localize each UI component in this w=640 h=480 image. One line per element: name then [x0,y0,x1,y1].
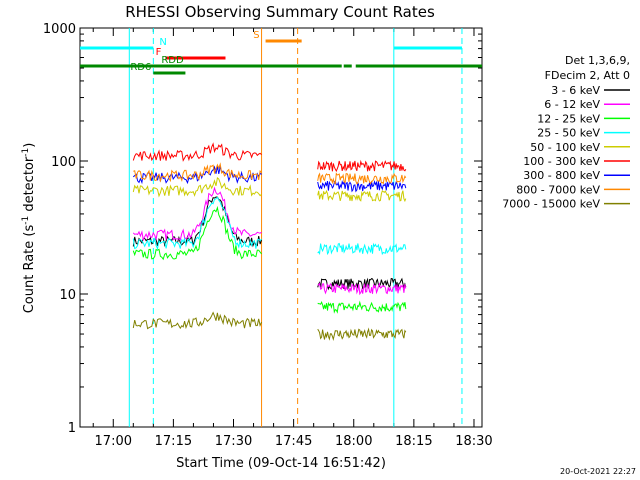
x-tick-label: 17:45 [275,434,312,449]
legend: Det 1,3,6,9, FDecim 2, Att 0 3 - 6 keV6 … [502,54,630,211]
x-tick-label: 18:00 [335,434,372,449]
series-line [132,311,407,341]
legend-header-line2: FDecim 2, Att 0 [545,69,630,82]
legend-header-line1: Det 1,3,6,9, [565,54,630,67]
y-axis-label: Count Rate (s-1 detector-1) [21,143,37,314]
y-tick-label: 100 [51,155,76,170]
y-axis: 1 10 100 1000 [43,22,482,436]
legend-entry-label: 12 - 25 keV [537,112,600,125]
series-line [132,205,407,314]
x-tick-label: 17:30 [215,434,252,449]
state-bar-label: RD6 [130,62,151,73]
x-tick-label: 17:15 [155,434,192,449]
series-lines [132,142,407,341]
series-line [132,176,407,203]
state-bar-label: F [156,47,162,58]
chart-title: RHESSI Observing Summary Count Rates [125,3,435,21]
x-tick-label: 18:15 [395,434,432,449]
x-tick-label: 18:30 [455,434,492,449]
legend-entry-label: 6 - 12 keV [544,98,600,111]
series-line [132,196,407,256]
legend-entry-label: 300 - 800 keV [523,169,600,182]
plot-frame [79,27,483,428]
y-tick-label: 1000 [43,22,76,37]
legend-entry-label: 800 - 7000 keV [516,183,600,196]
y-tick-label: 1 [68,421,76,436]
state-bar-label: N [159,37,166,48]
legend-entry-label: 25 - 50 keV [537,127,600,140]
footer-date: 20-Oct-2021 22:27 [560,467,636,476]
x-axis-label: Start Time (09-Oct-14 16:51:42) [176,456,386,471]
series-line [132,142,407,173]
x-axis: 17:00 17:15 17:30 17:45 18:00 18:15 18:30 [92,28,493,449]
x-tick-label: 17:00 [95,434,132,449]
series-line [132,196,407,291]
night-lines [128,28,463,427]
state-bar-label: RDD [161,55,184,66]
state-bar-label: S [253,30,259,41]
legend-entry-label: 7000 - 15000 keV [502,198,600,211]
series-line [133,162,407,185]
legend-entry-label: 50 - 100 keV [530,141,600,154]
series-line [132,186,407,296]
legend-entry-label: 3 - 6 keV [551,84,600,97]
legend-entry-label: 100 - 300 keV [523,155,600,168]
y-tick-label: 10 [59,288,76,303]
